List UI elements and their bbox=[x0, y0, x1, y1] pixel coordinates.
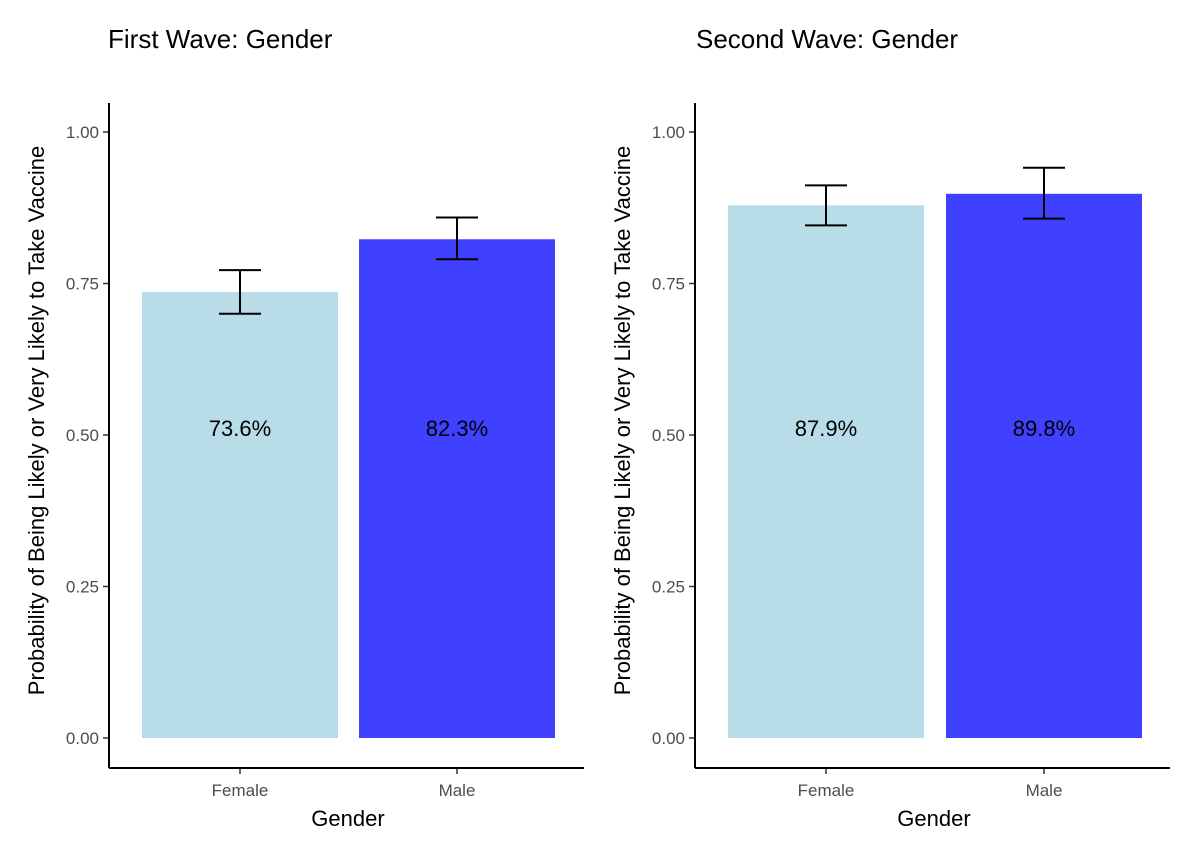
y-axis-label: Probability of Being Likely or Very Like… bbox=[24, 146, 49, 695]
y-tick-label: 0.50 bbox=[66, 426, 99, 445]
error-bar-female bbox=[219, 269, 261, 315]
x-axis-label: Gender bbox=[897, 806, 970, 831]
error-bar-male bbox=[1023, 166, 1065, 220]
data-label-male: 82.3% bbox=[426, 416, 488, 441]
x-tick-label-female: Female bbox=[798, 781, 855, 800]
bar-female bbox=[728, 205, 924, 739]
y-tick-label: 1.00 bbox=[66, 123, 99, 142]
data-label-male: 89.8% bbox=[1013, 416, 1075, 441]
y-tick-label: 0.75 bbox=[66, 275, 99, 294]
bar-female bbox=[142, 291, 338, 738]
y-tick-label: 1.00 bbox=[652, 123, 685, 142]
x-tick-label-female: Female bbox=[212, 781, 269, 800]
chart-title: Second Wave: Gender bbox=[696, 24, 958, 54]
bar-male bbox=[946, 193, 1142, 738]
error-bar-male bbox=[436, 216, 478, 261]
data-label-female: 73.6% bbox=[209, 416, 271, 441]
y-axis-label: Probability of Being Likely or Very Like… bbox=[610, 146, 635, 695]
y-tick-label: 0.75 bbox=[652, 275, 685, 294]
x-tick-label-male: Male bbox=[439, 781, 476, 800]
chart-panel-1: First Wave: Gender Probability of Being L… bbox=[24, 24, 584, 831]
bar-male bbox=[359, 239, 555, 738]
y-tick-label: 0.25 bbox=[652, 578, 685, 597]
y-tick-label: 0.00 bbox=[66, 729, 99, 748]
chart-title: First Wave: Gender bbox=[108, 24, 333, 54]
chart-panel-2: Second Wave: Gender Probability of Being … bbox=[610, 24, 1170, 831]
error-bar-female bbox=[805, 184, 847, 227]
data-label-female: 87.9% bbox=[795, 416, 857, 441]
y-tick-label: 0.00 bbox=[652, 729, 685, 748]
y-tick-label: 0.50 bbox=[652, 426, 685, 445]
x-axis-label: Gender bbox=[311, 806, 384, 831]
y-tick-label: 0.25 bbox=[66, 578, 99, 597]
x-tick-label-male: Male bbox=[1026, 781, 1063, 800]
